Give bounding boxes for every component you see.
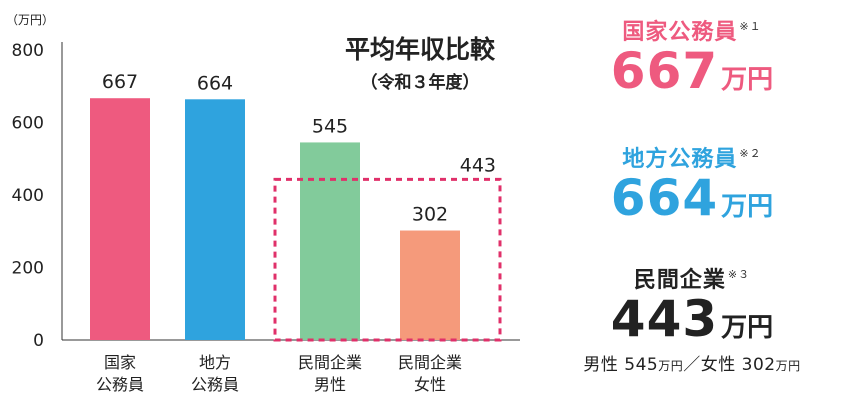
bar: [300, 142, 360, 340]
bar: [400, 230, 460, 340]
x-category-label: 地方: [199, 353, 231, 372]
local-value-number: 664: [610, 169, 719, 227]
x-category-label: 民間企業: [398, 353, 462, 372]
private-value: 443 万円: [532, 294, 852, 344]
y-tick-label: 800: [12, 41, 44, 61]
national-value-number: 667: [610, 42, 719, 100]
private-label: 民間企業 ※３: [532, 262, 852, 294]
private-value-unit: 万円: [721, 313, 774, 343]
bar-value-label: 667: [102, 71, 138, 93]
y-tick-label: 0: [33, 331, 44, 351]
x-category-label: 男性: [314, 375, 346, 394]
local-note: ※２: [739, 147, 762, 160]
national-label: 国家公務員 ※１: [532, 14, 852, 46]
bar-value-label: 302: [412, 204, 448, 226]
male-label: 男性: [583, 355, 619, 375]
breakdown-separator: ／: [683, 355, 701, 375]
x-category-label: 公務員: [191, 375, 239, 394]
private-value-number: 443: [610, 290, 719, 348]
local-label-text: 地方公務員: [622, 147, 738, 172]
bar: [90, 98, 150, 341]
female-unit: 万円: [775, 359, 801, 373]
bar-value-label: 545: [312, 115, 348, 137]
x-category-label: 女性: [414, 375, 446, 394]
local-label: 地方公務員 ※２: [532, 141, 852, 173]
national-value-unit: 万円: [721, 65, 774, 95]
side-national: 国家公務員 ※１ 667 万円: [532, 14, 852, 96]
y-tick-label: 400: [12, 186, 44, 206]
national-value: 667 万円: [532, 46, 852, 96]
female-value: 302: [741, 355, 776, 375]
group-average-box: [273, 177, 502, 342]
bar-value-label: 664: [197, 72, 233, 94]
y-tick-label: 600: [12, 114, 44, 134]
bar-chart: （万円） 平均年収比較 （令和３年度） 0 200 400 600 800 667 国家公務…: [6, 13, 520, 394]
y-tick-label: 200: [12, 259, 44, 279]
private-label-text: 民間企業: [633, 268, 726, 293]
side-private: 民間企業 ※３ 443 万円 男性 545万円／女性 302万円: [532, 262, 852, 375]
y-unit-label: （万円）: [6, 13, 54, 27]
male-value: 545: [624, 355, 659, 375]
private-breakdown: 男性 545万円／女性 302万円: [532, 350, 852, 375]
female-label: 女性: [700, 355, 736, 375]
national-note: ※１: [739, 20, 762, 33]
chart-title: 平均年収比較: [345, 35, 496, 64]
x-category-label: 民間企業: [298, 353, 362, 372]
side-local: 地方公務員 ※２ 664 万円: [532, 141, 852, 223]
chart-subtitle: （令和３年度）: [361, 72, 480, 93]
local-value: 664 万円: [532, 173, 852, 223]
x-category-label: 公務員: [96, 375, 144, 394]
bar: [185, 99, 245, 340]
national-label-text: 国家公務員: [622, 20, 738, 45]
private-note: ※３: [727, 268, 751, 281]
group-average-label: 443: [460, 154, 496, 176]
local-value-unit: 万円: [721, 192, 774, 222]
male-unit: 万円: [658, 359, 684, 373]
x-category-label: 国家: [104, 353, 136, 372]
